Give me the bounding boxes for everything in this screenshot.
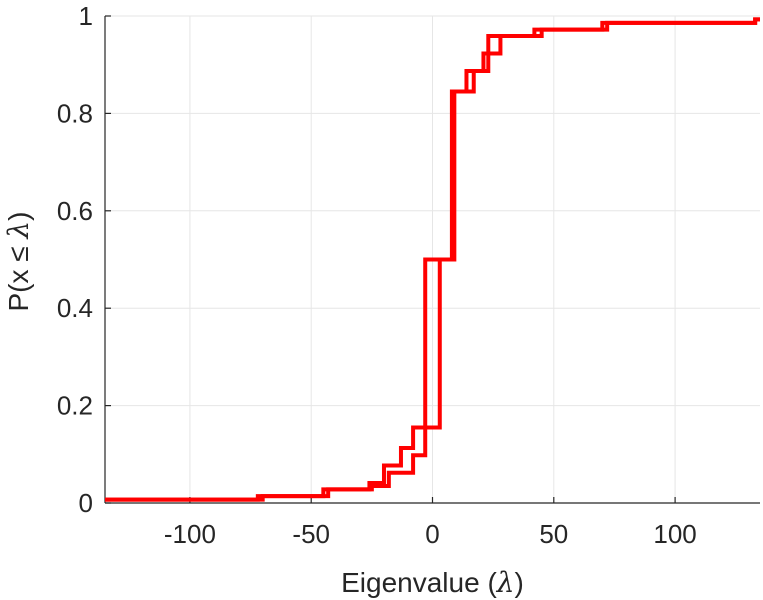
series-lines bbox=[105, 17, 760, 502]
y-tick-label: 0.6 bbox=[57, 196, 93, 226]
x-axis-label-text: Eigenvalue ( bbox=[341, 567, 497, 598]
y-tick-label: 0.2 bbox=[57, 391, 93, 421]
x-tick-label: -100 bbox=[164, 519, 216, 549]
x-axis-label-symbol: λ bbox=[496, 566, 515, 599]
x-tick-label: 50 bbox=[539, 519, 568, 549]
y-axis-label: P(x ≤ λ) bbox=[2, 211, 35, 311]
y-tick-label: 1 bbox=[79, 1, 93, 31]
y-axis-label-text: P(x bbox=[3, 262, 34, 312]
y-axis-label-close: ) bbox=[3, 211, 34, 220]
y-tick-label: 0.4 bbox=[57, 293, 93, 323]
x-axis-label-close: ) bbox=[515, 567, 524, 598]
y-axis-label-space bbox=[3, 239, 34, 247]
y-axis-label-symbol: λ bbox=[2, 221, 35, 240]
y-tick-label: 0.8 bbox=[57, 98, 93, 128]
x-tick-label: 100 bbox=[653, 519, 696, 549]
x-axis-label: Eigenvalue (λ) bbox=[341, 566, 524, 599]
y-tick-label: 0 bbox=[79, 488, 93, 518]
y-axis-label-leq: ≤ bbox=[3, 246, 34, 261]
x-tick-label: -50 bbox=[292, 519, 330, 549]
x-tick-label: 0 bbox=[425, 519, 439, 549]
cdf-step-line-2 bbox=[105, 17, 760, 502]
tick-labels: -100 -50 0 50 100 0 0.2 0.4 0.6 0.8 1 bbox=[57, 1, 697, 549]
